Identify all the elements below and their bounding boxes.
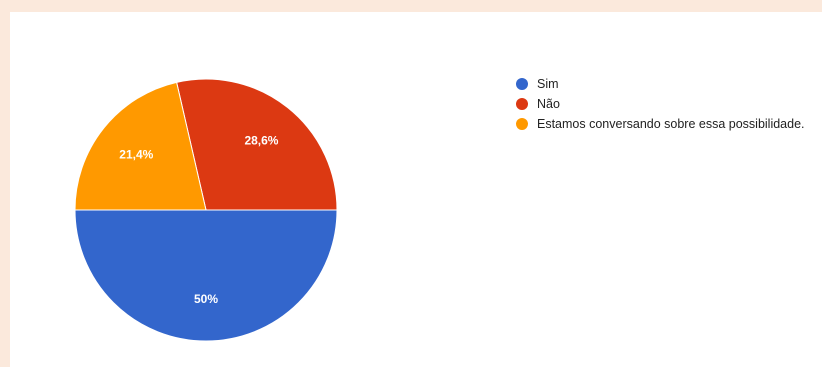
legend-item-sim[interactable]: Sim bbox=[516, 76, 816, 92]
legend-item-conversando[interactable]: Estamos conversando sobre essa possibili… bbox=[516, 116, 816, 132]
legend-swatch-sim bbox=[516, 78, 528, 90]
pie-slice-sim[interactable] bbox=[74, 209, 338, 342]
slice-label-conversando: 21,4% bbox=[119, 148, 153, 162]
pie-slice-conversando[interactable] bbox=[74, 81, 207, 211]
legend-swatch-nao bbox=[516, 98, 528, 110]
legend: Sim Não Estamos conversando sobre essa p… bbox=[516, 76, 816, 136]
pie-chart: 50% 28,6% 21,4% bbox=[74, 78, 338, 342]
slice-label-sim: 50% bbox=[194, 292, 218, 306]
chart-panel: 50% 28,6% 21,4% Sim Não Estamos conversand… bbox=[10, 12, 822, 367]
slice-label-nao: 28,6% bbox=[244, 133, 278, 147]
pie-slice-nao[interactable] bbox=[176, 78, 338, 211]
legend-item-nao[interactable]: Não bbox=[516, 96, 816, 112]
legend-label-conversando: Estamos conversando sobre essa possibili… bbox=[537, 117, 805, 131]
legend-label-nao: Não bbox=[537, 97, 560, 111]
legend-swatch-conversando bbox=[516, 118, 528, 130]
legend-label-sim: Sim bbox=[537, 77, 559, 91]
